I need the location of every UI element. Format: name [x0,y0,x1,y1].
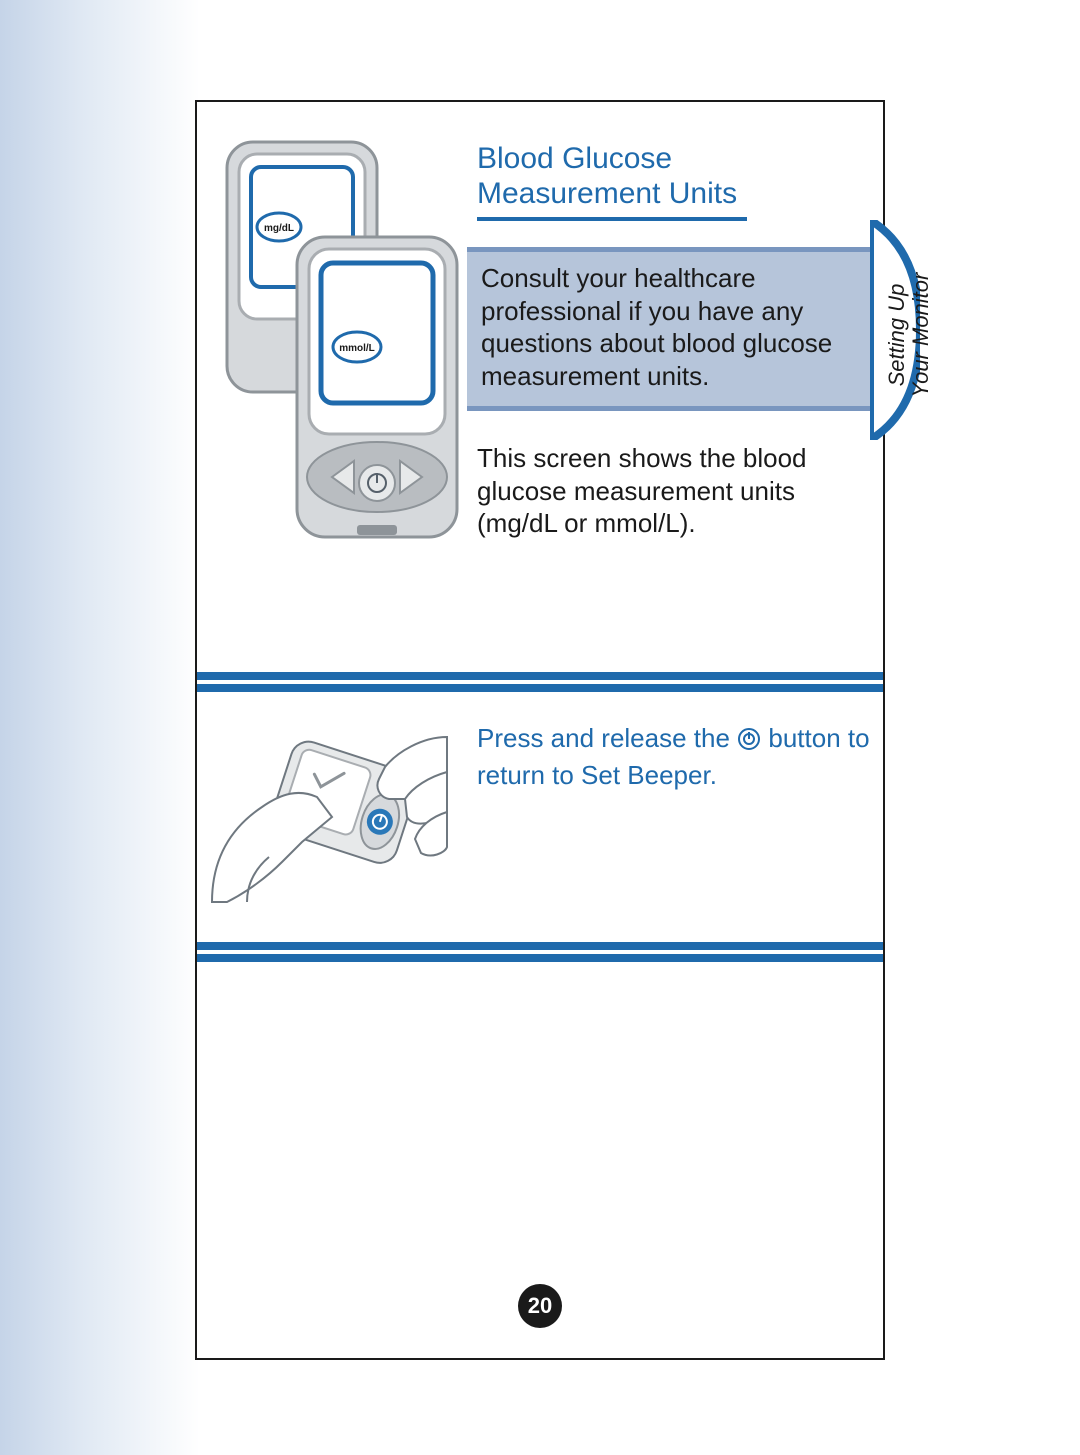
heading-line1: Blood Glucose [477,142,672,175]
divider-2b [197,954,883,962]
hand-illustration [207,707,452,907]
page-frame: mg/dL mmol/L [195,100,885,1360]
body-text: This screen shows the blood glucose meas… [477,442,867,540]
section-measurement-units: mg/dL mmol/L [197,102,883,672]
heading-line2: Measurement Units [477,177,737,210]
left-gradient-panel [0,0,200,1455]
callout-box: Consult your healthcare professional if … [467,247,877,411]
section-heading: Blood Glucose Measurement Units [477,142,737,211]
side-tab-line2: Your Monitor [908,273,933,398]
divider-1b [197,684,883,692]
press-before: Press and release the [477,723,737,753]
devices-illustration: mg/dL mmol/L [217,132,467,552]
section-press-release: Press and release the button to return t… [197,692,883,942]
power-icon [737,726,761,759]
divider-2a [197,942,883,950]
divider-1a [197,672,883,680]
side-tab-label: Setting Up Your Monitor [885,255,933,415]
side-tab-line1: Setting Up [884,284,909,387]
svg-text:mg/dL: mg/dL [264,223,294,234]
callout-text: Consult your healthcare professional if … [481,263,832,391]
svg-text:mmol/L: mmol/L [339,343,375,354]
page-number: 20 [518,1284,562,1328]
press-release-text: Press and release the button to return t… [477,722,877,791]
